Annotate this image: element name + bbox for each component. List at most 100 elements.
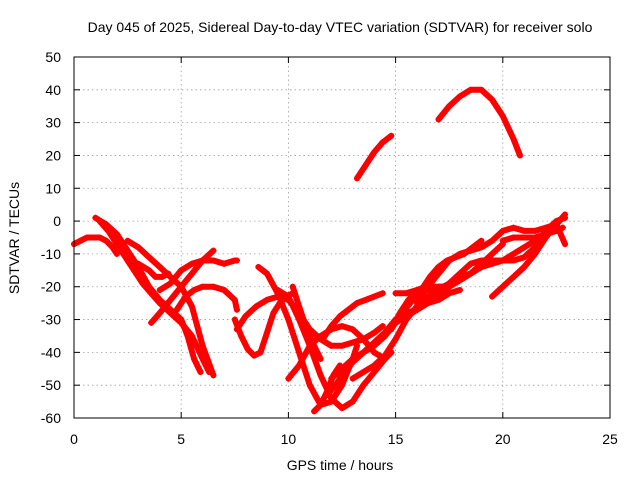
- data-point: [270, 309, 277, 316]
- data-point: [435, 270, 442, 277]
- data-point: [328, 375, 335, 382]
- data-point: [188, 332, 195, 339]
- y-tick-label: -50: [41, 377, 61, 393]
- data-point: [323, 392, 330, 399]
- data-point: [349, 326, 356, 333]
- data-point: [521, 264, 528, 271]
- y-tick-label: -60: [41, 410, 61, 426]
- data-point: [446, 290, 453, 297]
- y-tick-label: 10: [45, 180, 61, 196]
- data-point: [317, 372, 324, 379]
- x-axis-label: GPS time / hours: [287, 457, 394, 473]
- series-trace: [173, 283, 240, 313]
- data-point: [360, 382, 367, 389]
- data-point: [456, 93, 463, 100]
- data-point: [467, 260, 474, 267]
- data-point: [255, 264, 262, 271]
- data-point: [362, 296, 369, 303]
- data-series-arc: [489, 211, 568, 300]
- data-point: [424, 300, 431, 307]
- data-point: [109, 244, 116, 251]
- data-point: [531, 250, 538, 257]
- data-point: [379, 290, 386, 297]
- data-point: [90, 234, 97, 241]
- data-point: [274, 287, 281, 294]
- data-point: [156, 287, 163, 294]
- data-point: [199, 257, 206, 264]
- data-point: [354, 175, 361, 182]
- data-point: [167, 309, 174, 316]
- data-point: [311, 408, 318, 415]
- data-point: [456, 250, 463, 257]
- data-point: [158, 273, 165, 280]
- data-point: [317, 355, 324, 362]
- data-point: [146, 254, 153, 261]
- data-point: [336, 313, 343, 320]
- data-point: [371, 342, 378, 349]
- data-point: [489, 293, 496, 300]
- data-point: [467, 247, 474, 254]
- data-point: [478, 257, 485, 264]
- data-point: [103, 237, 110, 244]
- data-point: [263, 270, 270, 277]
- data-point: [210, 247, 217, 254]
- data-point: [435, 293, 442, 300]
- data-point: [96, 234, 103, 241]
- data-point: [199, 283, 206, 290]
- data-point: [332, 382, 339, 389]
- data-point: [135, 244, 142, 251]
- data-point: [489, 257, 496, 264]
- data-series-arc: [173, 283, 240, 313]
- data-point: [124, 237, 131, 244]
- data-point: [253, 303, 260, 310]
- data-point: [499, 257, 506, 264]
- data-point: [173, 306, 180, 313]
- data-point: [156, 309, 163, 316]
- data-point: [379, 139, 386, 146]
- data-series-arc: [135, 260, 172, 280]
- data-point: [499, 237, 506, 244]
- x-tick-label: 20: [495, 431, 511, 447]
- data-point: [285, 293, 292, 300]
- data-point: [124, 247, 131, 254]
- data-point: [339, 342, 345, 349]
- data-point: [238, 332, 245, 339]
- data-point: [251, 352, 258, 359]
- data-point: [521, 227, 528, 234]
- data-point: [379, 323, 386, 330]
- data-point: [478, 264, 485, 271]
- data-point: [339, 365, 345, 372]
- data-point: [371, 293, 378, 300]
- data-series-arc: [289, 283, 324, 362]
- data-point: [148, 319, 155, 326]
- data-series-arc: [435, 86, 523, 159]
- data-point: [349, 398, 356, 405]
- data-point: [478, 237, 485, 244]
- data-point: [521, 244, 528, 251]
- data-point: [426, 273, 433, 280]
- y-tick-label: -10: [41, 246, 61, 262]
- x-tick-label: 10: [281, 431, 297, 447]
- y-tick-label: -30: [41, 312, 61, 328]
- data-point: [388, 132, 395, 139]
- data-point: [328, 323, 335, 330]
- data-point: [210, 372, 217, 379]
- data-point: [531, 227, 538, 234]
- data-point: [210, 283, 217, 290]
- data-point: [156, 264, 163, 271]
- data-point: [561, 241, 568, 248]
- data-point: [339, 323, 345, 330]
- data-point: [113, 231, 120, 238]
- data-point: [188, 270, 195, 277]
- data-point: [499, 113, 506, 120]
- data-point: [296, 362, 303, 369]
- data-series: [71, 86, 568, 415]
- y-tick-label: 30: [45, 115, 61, 131]
- data-point: [289, 283, 296, 290]
- data-point: [146, 267, 153, 274]
- data-point: [531, 234, 538, 241]
- data-point: [510, 136, 517, 143]
- data-point: [446, 257, 453, 264]
- data-point: [188, 260, 195, 267]
- data-point: [349, 339, 356, 346]
